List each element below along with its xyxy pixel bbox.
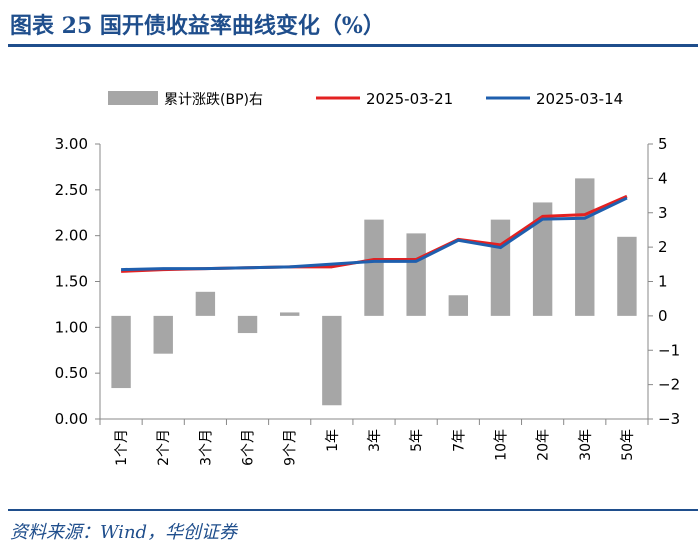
right-tick-label: −3 xyxy=(658,410,680,428)
left-tick-label: 0.00 xyxy=(55,410,88,428)
left-tick-label: 1.00 xyxy=(55,318,88,336)
x-tick-label: 2个月 xyxy=(156,429,172,466)
bar-bp-change xyxy=(532,202,553,316)
bar-bp-change xyxy=(322,315,342,406)
right-tick-label: −1 xyxy=(658,341,680,359)
x-tick-label: 1个月 xyxy=(114,429,130,466)
bar-bp-change xyxy=(195,291,216,316)
bar-bp-change xyxy=(279,312,300,316)
bar-bp-change xyxy=(490,219,511,316)
chart-legend: 累计涨跌(BP)右 2025-03-21 2025-03-14 xyxy=(108,90,623,108)
left-tick-label: 3.00 xyxy=(55,135,88,153)
right-tick-label: 5 xyxy=(658,135,668,153)
bar-bp-change xyxy=(111,315,131,389)
right-tick-label: −2 xyxy=(658,376,680,394)
legend-swatch-bars xyxy=(108,91,158,105)
x-tick-label: 1年 xyxy=(325,429,341,452)
bar-series xyxy=(111,178,637,406)
left-tick-label: 1.50 xyxy=(55,273,88,291)
yield-curve-chart: 累计涨跌(BP)右 2025-03-21 2025-03-14 0.00 0.50 1.… xyxy=(55,90,681,466)
chart-header: 图表 25 国开债收益率曲线变化（%） xyxy=(0,0,700,47)
bar-bp-change xyxy=(617,236,637,316)
bar-bp-change xyxy=(153,315,173,354)
footer-divider xyxy=(8,509,698,511)
title-divider xyxy=(8,44,698,47)
legend-label-0314: 2025-03-14 xyxy=(536,90,623,108)
right-tick-label: 4 xyxy=(658,169,668,187)
x-tick-label: 9个月 xyxy=(283,429,299,466)
bar-bp-change xyxy=(448,295,469,316)
right-tick-label: 1 xyxy=(658,273,668,291)
line-series xyxy=(121,194,628,273)
source-note: 资料来源：Wind，华创证券 xyxy=(10,522,238,543)
left-tick-label: 2.00 xyxy=(55,227,88,245)
x-tick-label: 50年 xyxy=(620,429,636,461)
right-axis: −3 −2 −1 0 1 2 3 4 5 xyxy=(648,135,680,428)
left-tick-label: 2.50 xyxy=(55,181,88,199)
chart-title: 图表 25 国开债收益率曲线变化（%） xyxy=(10,13,385,39)
x-tick-label: 6个月 xyxy=(241,429,257,466)
right-tick-label: 0 xyxy=(658,307,668,325)
right-tick-label: 2 xyxy=(658,238,668,256)
left-axis: 0.00 0.50 1.00 1.50 2.00 2.50 3.00 xyxy=(55,135,100,428)
x-tick-label: 10年 xyxy=(493,429,509,461)
line-2025-03-14 xyxy=(121,196,628,272)
x-tick-label: 20年 xyxy=(536,429,552,461)
x-tick-label: 3个月 xyxy=(198,429,214,466)
x-tick-label: 3年 xyxy=(367,429,383,452)
legend-label-bars: 累计涨跌(BP)右 xyxy=(164,92,263,108)
bar-bp-change xyxy=(406,233,426,316)
x-axis: 1个月 2个月 3个月 6个月 9个月 1年 3年 5年 7年 10年 20年 30年 50年 xyxy=(99,419,649,466)
legend-label-0321: 2025-03-21 xyxy=(366,90,453,108)
right-tick-label: 3 xyxy=(658,204,668,222)
bar-bp-change xyxy=(575,178,595,316)
x-tick-label: 30年 xyxy=(578,429,594,461)
x-tick-label: 5年 xyxy=(409,429,425,452)
bar-bp-change xyxy=(364,219,384,316)
bar-bp-change xyxy=(237,315,258,334)
left-tick-label: 0.50 xyxy=(55,364,88,382)
x-tick-label: 7年 xyxy=(451,429,467,452)
